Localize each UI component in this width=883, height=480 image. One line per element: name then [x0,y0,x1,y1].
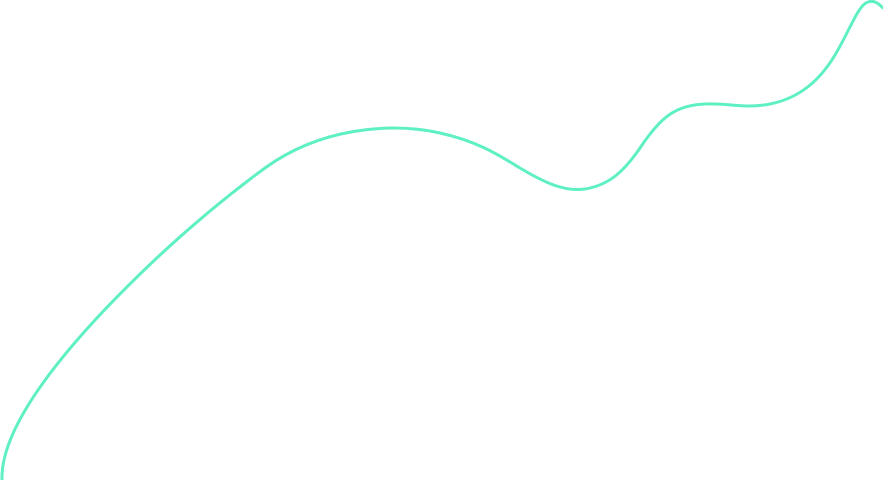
decorative-curve [0,0,883,480]
curve-line [0,0,883,480]
